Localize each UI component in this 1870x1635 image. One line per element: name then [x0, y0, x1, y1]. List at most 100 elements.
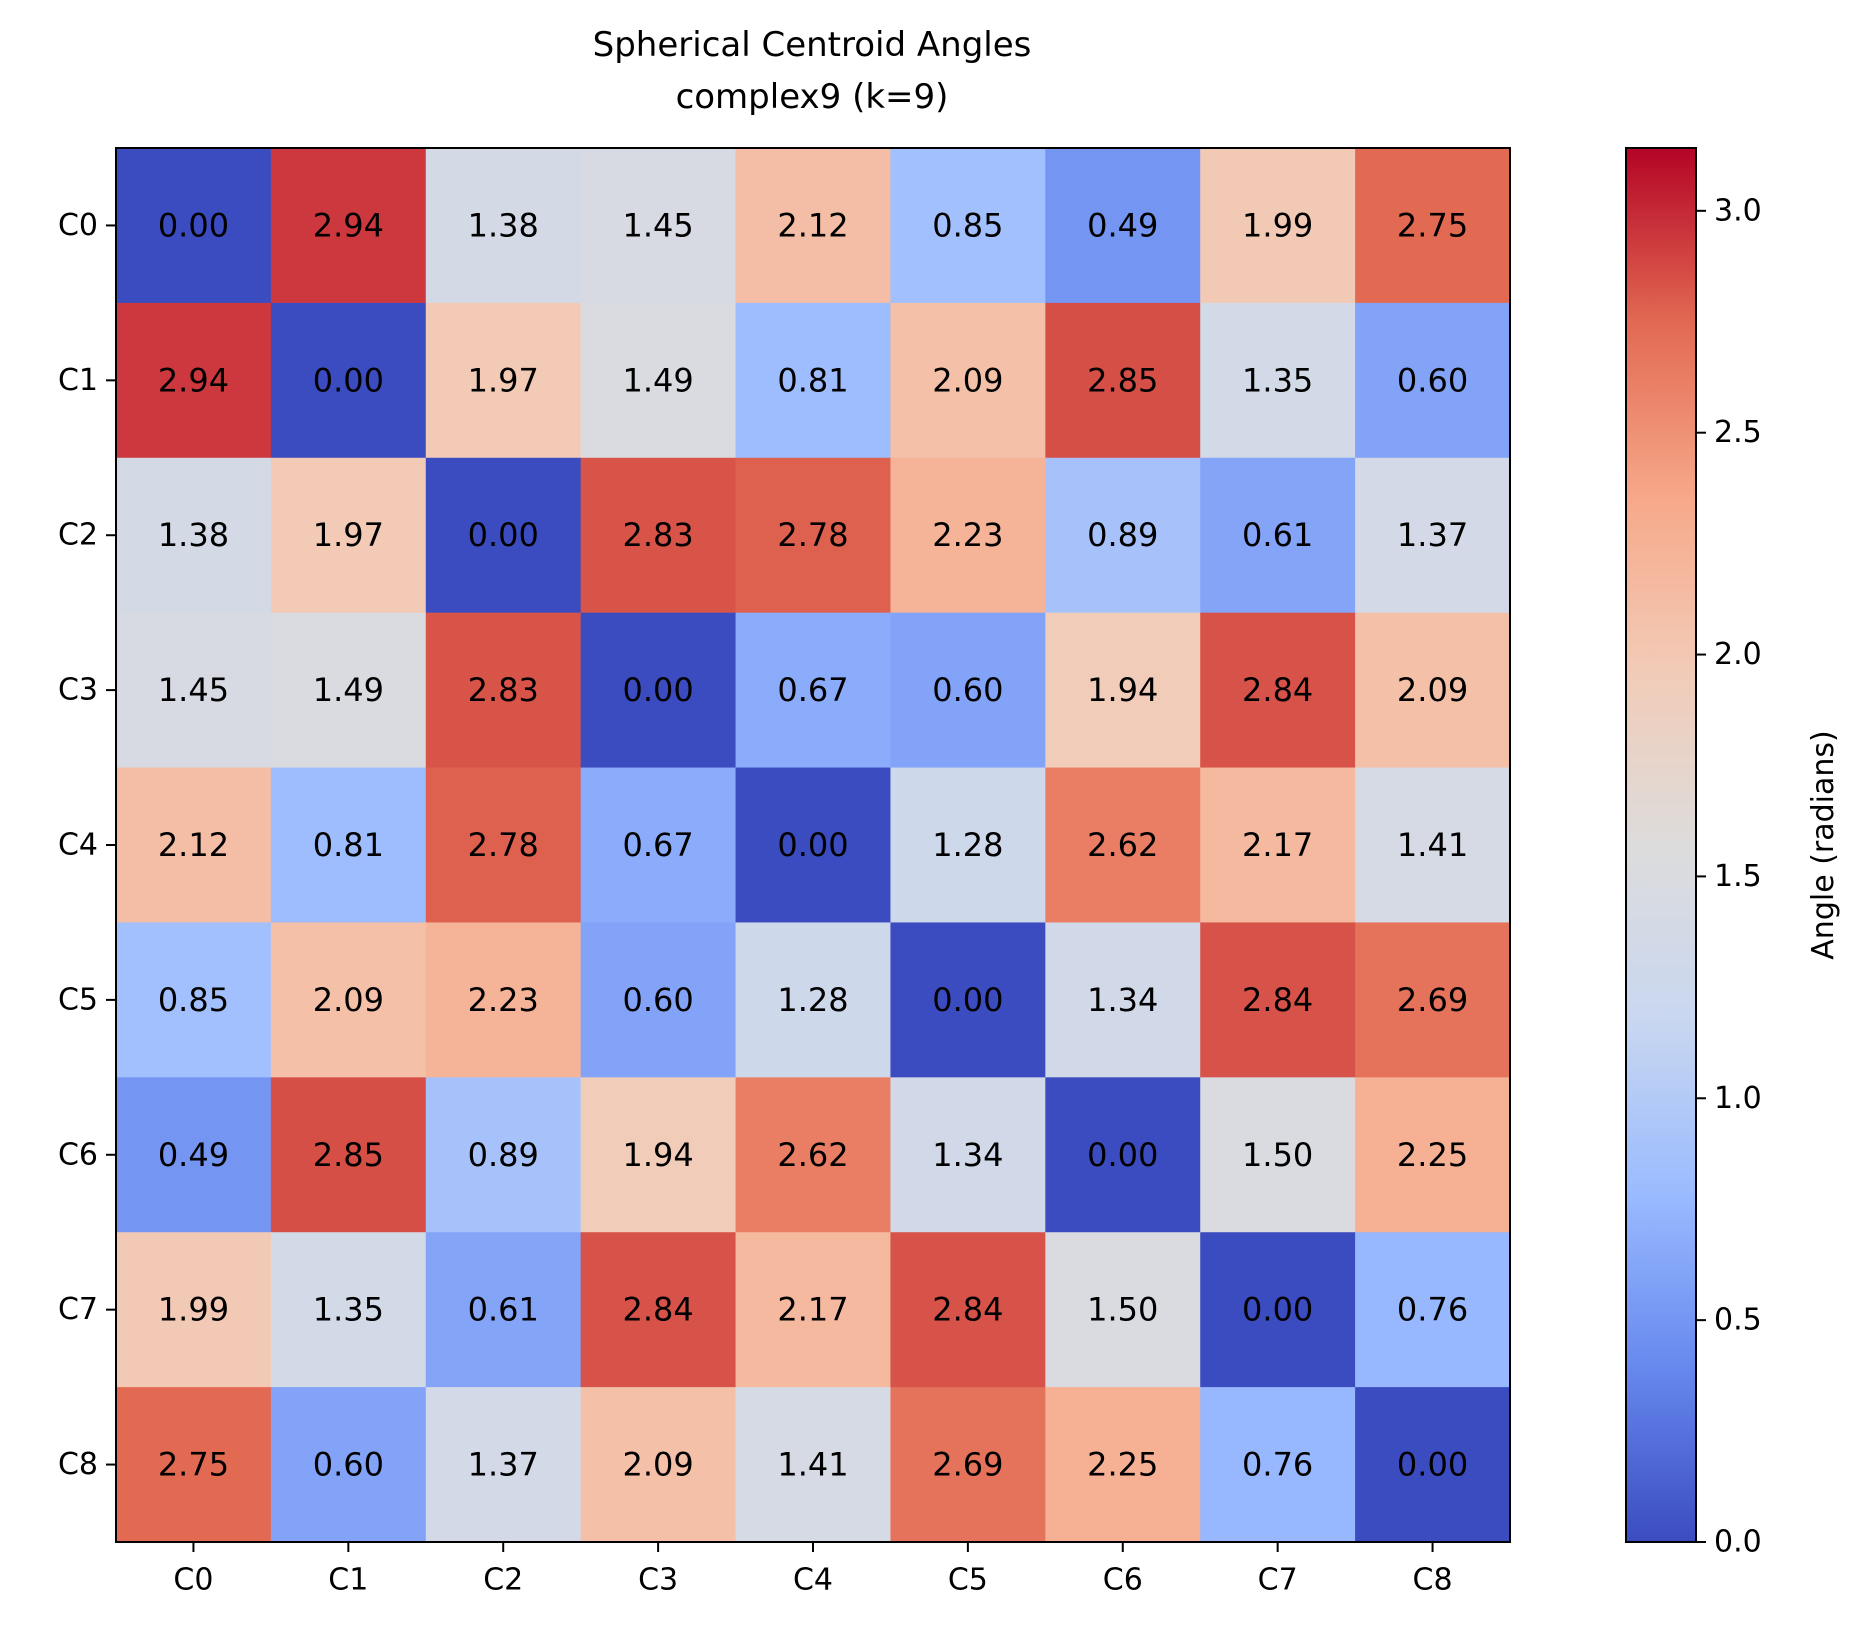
cell-value-label: 1.35	[1242, 361, 1313, 399]
heatmap-cell-C5-C0	[116, 922, 272, 1078]
colorbar-tick-label: 0.0	[1714, 1525, 1762, 1560]
y-tick-label: C7	[58, 1292, 98, 1327]
cell-value-label: 2.09	[932, 361, 1003, 399]
cell-value-label: 2.85	[313, 1136, 384, 1174]
cell-value-label: 1.41	[1397, 826, 1468, 864]
heatmap-cell-C8-C8	[1355, 1387, 1511, 1543]
colorbar-ticks: 0.0 0.5 1.0 1.5 2.0 2.5 3.0	[1696, 193, 1762, 1560]
y-tick-label: C4	[58, 828, 98, 863]
cell-value-label: 2.23	[468, 981, 539, 1019]
heatmap-cell-C3-C3	[580, 612, 737, 769]
heatmap-cell-C8-C7	[1200, 1387, 1356, 1543]
heatmap-cell-C1-C3	[580, 302, 737, 459]
heatmap-cell-C6-C6	[1045, 1077, 1201, 1233]
cell-value-label: 1.97	[468, 361, 539, 399]
cell-value-label: 2.09	[622, 1446, 693, 1484]
y-axis: C0 C1 C2 C3 C4 C5 C6 C7 C8	[58, 208, 116, 1482]
heatmap-cell-C1-C7	[1200, 302, 1356, 459]
heatmap-cell-C3-C2	[425, 612, 582, 769]
cell-value-label: 1.45	[158, 671, 229, 709]
y-tick-label: C3	[58, 673, 98, 708]
heatmap-cell-C1-C0	[116, 302, 272, 459]
heatmap-cell-C8-C4	[735, 1387, 892, 1543]
cell-value-label: 0.60	[932, 671, 1003, 709]
cell-value-label: 2.25	[1087, 1446, 1158, 1484]
heatmap-cell-C7-C5	[890, 1232, 1046, 1388]
heatmap-cell-C8-C6	[1045, 1387, 1201, 1543]
cell-value-label: 2.09	[1397, 671, 1468, 709]
cell-value-label: 2.84	[1242, 671, 1313, 709]
heatmap-cell-C2-C5	[890, 457, 1046, 614]
cell-value-label: 0.00	[1087, 1136, 1158, 1174]
x-axis: C0 C1 C2 C3 C4 C5 C6 C7 C8	[173, 1542, 1453, 1598]
heatmap-cell-C3-C7	[1200, 612, 1356, 769]
heatmap-cell-C2-C8	[1355, 457, 1511, 614]
heatmap-cell-C7-C8	[1355, 1232, 1511, 1388]
heatmap-cell-C4-C7	[1200, 767, 1356, 924]
heatmap-cell-C7-C7	[1200, 1232, 1356, 1388]
y-tick-label: C8	[58, 1447, 98, 1482]
cell-value-label: 0.85	[932, 206, 1003, 244]
colorbar-tick-label: 2.5	[1714, 415, 1762, 450]
cell-value-label: 0.49	[1087, 206, 1158, 244]
cell-value-label: 1.35	[313, 1291, 384, 1329]
x-tick-label: C5	[948, 1563, 988, 1598]
cell-value-label: 2.94	[313, 206, 384, 244]
heatmap-cell-C0-C4	[735, 148, 892, 304]
heatmap-cell-C5-C6	[1045, 922, 1201, 1078]
cell-value-label: 1.38	[158, 516, 229, 554]
cell-value-label: 1.97	[313, 516, 384, 554]
heatmap-cell-C0-C1	[270, 148, 427, 304]
cell-value-label: 0.49	[158, 1136, 229, 1174]
heatmap-cell-C1-C1	[270, 302, 427, 459]
heatmap-cell-C6-C5	[890, 1077, 1046, 1233]
cell-value-label: 2.78	[777, 516, 848, 554]
x-tick-label: C7	[1258, 1563, 1298, 1598]
cell-value-label: 2.84	[622, 1291, 693, 1329]
heatmap-cell-C3-C8	[1355, 612, 1511, 769]
heatmap-cell-C6-C4	[735, 1077, 892, 1233]
heatmap-cell-C4-C8	[1355, 767, 1511, 924]
cell-value-label: 0.67	[622, 826, 693, 864]
y-tick-label: C2	[58, 518, 98, 553]
heatmap-cell-C0-C2	[425, 148, 582, 304]
heatmap-cells	[116, 148, 1511, 1543]
colorbar-tick-label: 1.5	[1714, 859, 1762, 894]
cell-value-label: 0.00	[1242, 1291, 1313, 1329]
cell-value-label: 0.89	[468, 1136, 539, 1174]
cell-value-label: 2.84	[932, 1291, 1003, 1329]
colorbar-tick-label: 3.0	[1714, 193, 1762, 228]
cell-value-label: 0.00	[158, 206, 229, 244]
cell-value-label: 0.61	[1242, 516, 1313, 554]
heatmap-cell-C2-C4	[735, 457, 892, 614]
heatmap-cell-C4-C1	[270, 767, 427, 924]
colorbar-label: Angle (radians)	[1806, 730, 1841, 959]
cell-value-label: 2.09	[313, 981, 384, 1019]
y-tick-label: C1	[58, 363, 98, 398]
cell-value-label: 1.28	[932, 826, 1003, 864]
x-tick-label: C6	[1103, 1563, 1143, 1598]
cell-value-label: 1.99	[158, 1291, 229, 1329]
x-tick-label: C3	[638, 1563, 678, 1598]
heatmap-cell-C6-C3	[580, 1077, 737, 1233]
cell-value-label: 1.34	[932, 1136, 1003, 1174]
heatmap-cell-C3-C5	[890, 612, 1046, 769]
heatmap-cell-C2-C1	[270, 457, 427, 614]
heatmap-cell-C1-C5	[890, 302, 1046, 459]
cell-value-label: 2.84	[1242, 981, 1313, 1019]
colorbar-tick-label: 2.0	[1714, 637, 1762, 672]
heatmap-cell-C3-C6	[1045, 612, 1201, 769]
cell-value-label: 1.50	[1087, 1291, 1158, 1329]
heatmap-cell-C8-C3	[580, 1387, 737, 1543]
x-tick-label: C2	[483, 1563, 523, 1598]
cell-value-label: 2.25	[1397, 1136, 1468, 1174]
y-tick-label: C0	[58, 208, 98, 243]
y-tick-label: C6	[58, 1137, 98, 1172]
colorbar-tick-label: 1.0	[1714, 1081, 1762, 1116]
cell-value-label: 2.69	[1397, 981, 1468, 1019]
heatmap-cell-C8-C1	[270, 1387, 427, 1543]
cell-value-label: 2.62	[777, 1136, 848, 1174]
heatmap-cell-C4-C3	[580, 767, 737, 924]
cell-value-label: 2.75	[158, 1446, 229, 1484]
